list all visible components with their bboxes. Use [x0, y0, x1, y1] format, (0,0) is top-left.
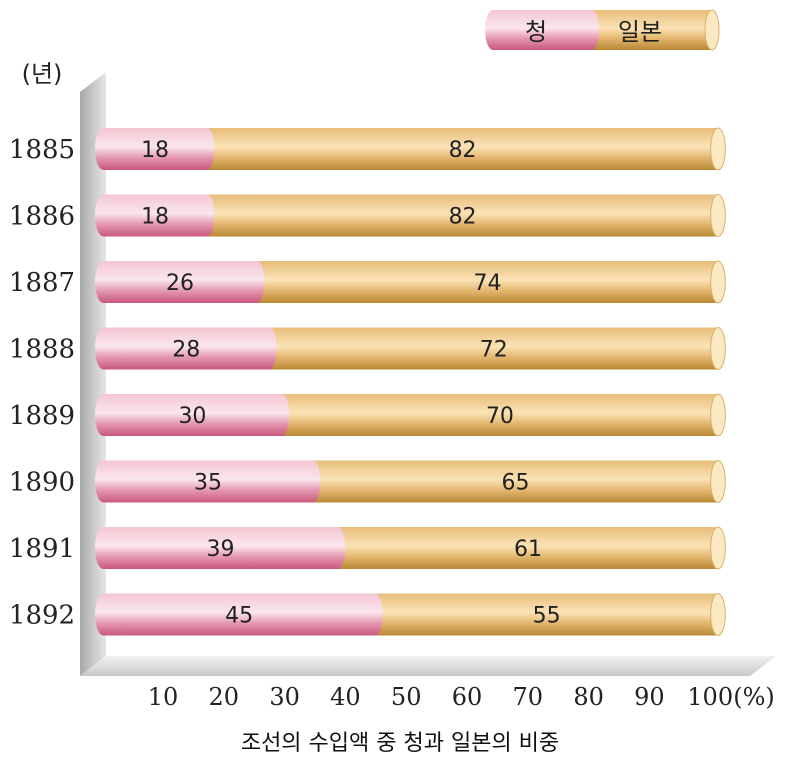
bar-japan-1886 — [207, 194, 726, 237]
bar-row-1890: 35 65 — [95, 460, 726, 503]
x-tick-labels: 10 20 30 40 50 60 70 80 90 100 — [148, 683, 733, 711]
bar-end-cap-1892 — [710, 593, 726, 636]
value-label-qing-1891: 39 — [206, 537, 234, 562]
bar-qing-1886 — [95, 194, 215, 237]
legend: 청 일본 — [485, 9, 720, 51]
year-labels: 1885 1886 1887 1888 1889 1890 1891 1892 — [9, 135, 75, 631]
bar-japan-1890 — [313, 460, 726, 503]
bar-japan-1889 — [281, 394, 726, 436]
x-tick-70: 70 — [513, 683, 544, 711]
x-tick-80: 80 — [573, 683, 604, 711]
bar-end-cap-1888 — [710, 327, 726, 370]
value-label-qing-1887: 26 — [166, 271, 194, 296]
value-label-qing-1889: 30 — [178, 404, 206, 429]
legend-swatch-end-cap — [704, 9, 720, 51]
year-label-1892: 1892 — [9, 601, 75, 631]
bar-qing-1890 — [95, 460, 321, 503]
year-label-1891: 1891 — [9, 534, 75, 564]
x-tick-10: 10 — [148, 683, 179, 711]
legend-swatch-japan — [592, 10, 719, 50]
value-label-japan-1891: 61 — [514, 537, 542, 562]
bar-row-1889: 30 70 — [95, 393, 726, 437]
bar-row-1887: 26 74 — [95, 260, 726, 304]
bar-qing-1891 — [95, 527, 346, 569]
bar-japan-1885 — [207, 128, 726, 170]
year-label-1888: 1888 — [9, 335, 75, 365]
value-label-japan-1889: 70 — [486, 404, 514, 429]
value-label-japan-1892: 55 — [533, 604, 561, 629]
x-tick-100: 100 — [687, 683, 733, 711]
bar-end-cap-1887 — [710, 260, 726, 304]
value-label-japan-1886: 82 — [449, 205, 477, 230]
value-label-japan-1885: 82 — [449, 138, 477, 163]
x-tick-60: 60 — [452, 683, 483, 711]
x-tick-50: 50 — [391, 683, 422, 711]
x-tick-20: 20 — [209, 683, 240, 711]
bar-end-cap-1886 — [710, 194, 726, 237]
year-label-1886: 1886 — [9, 202, 75, 232]
year-label-1885: 1885 — [9, 135, 75, 165]
bar-qing-1887 — [95, 261, 265, 303]
bar-row-1888: 28 72 — [95, 327, 726, 370]
x-tick-30: 30 — [269, 683, 300, 711]
legend-swatch-qing — [485, 10, 599, 50]
chart-caption: 조선의 수입액 중 청과 일본의 비중 — [241, 731, 559, 756]
value-label-qing-1886: 18 — [141, 205, 169, 230]
bar-japan-1891 — [337, 527, 726, 569]
bar-end-cap-1891 — [710, 526, 726, 570]
x-tick-90: 90 — [634, 683, 665, 711]
year-label-1890: 1890 — [9, 468, 75, 498]
value-label-japan-1887: 74 — [473, 271, 501, 296]
bar-row-1891: 39 61 — [95, 526, 726, 570]
axis-floor — [80, 656, 776, 676]
year-label-1889: 1889 — [9, 401, 75, 431]
bar-japan-1892 — [375, 593, 726, 636]
y-unit-label: (년) — [22, 60, 63, 88]
x-unit-label: (%) — [733, 683, 775, 711]
value-label-qing-1888: 28 — [172, 338, 200, 363]
value-label-japan-1890: 65 — [502, 471, 530, 496]
legend-label-qing: 청 — [525, 18, 547, 46]
bar-qing-1885 — [95, 128, 215, 170]
bar-qing-1892 — [95, 593, 383, 636]
bar-end-cap-1885 — [710, 127, 726, 171]
value-label-qing-1890: 35 — [194, 471, 222, 496]
year-label-1887: 1887 — [9, 268, 75, 298]
bar-row-1892: 45 55 — [95, 593, 726, 636]
bar-end-cap-1889 — [710, 393, 726, 437]
bar-end-cap-1890 — [710, 460, 726, 503]
bar-japan-1888 — [269, 327, 726, 370]
x-tick-40: 40 — [330, 683, 361, 711]
bar-qing-1889 — [95, 394, 290, 436]
bar-japan-1887 — [256, 261, 726, 303]
bar-row-1885: 18 82 — [95, 127, 726, 171]
value-label-japan-1888: 72 — [480, 338, 508, 363]
value-label-qing-1892: 45 — [225, 604, 253, 629]
value-label-qing-1885: 18 — [141, 138, 169, 163]
bar-row-1886: 18 82 — [95, 194, 726, 237]
bar-qing-1888 — [95, 327, 277, 370]
legend-label-japan: 일본 — [618, 18, 662, 46]
